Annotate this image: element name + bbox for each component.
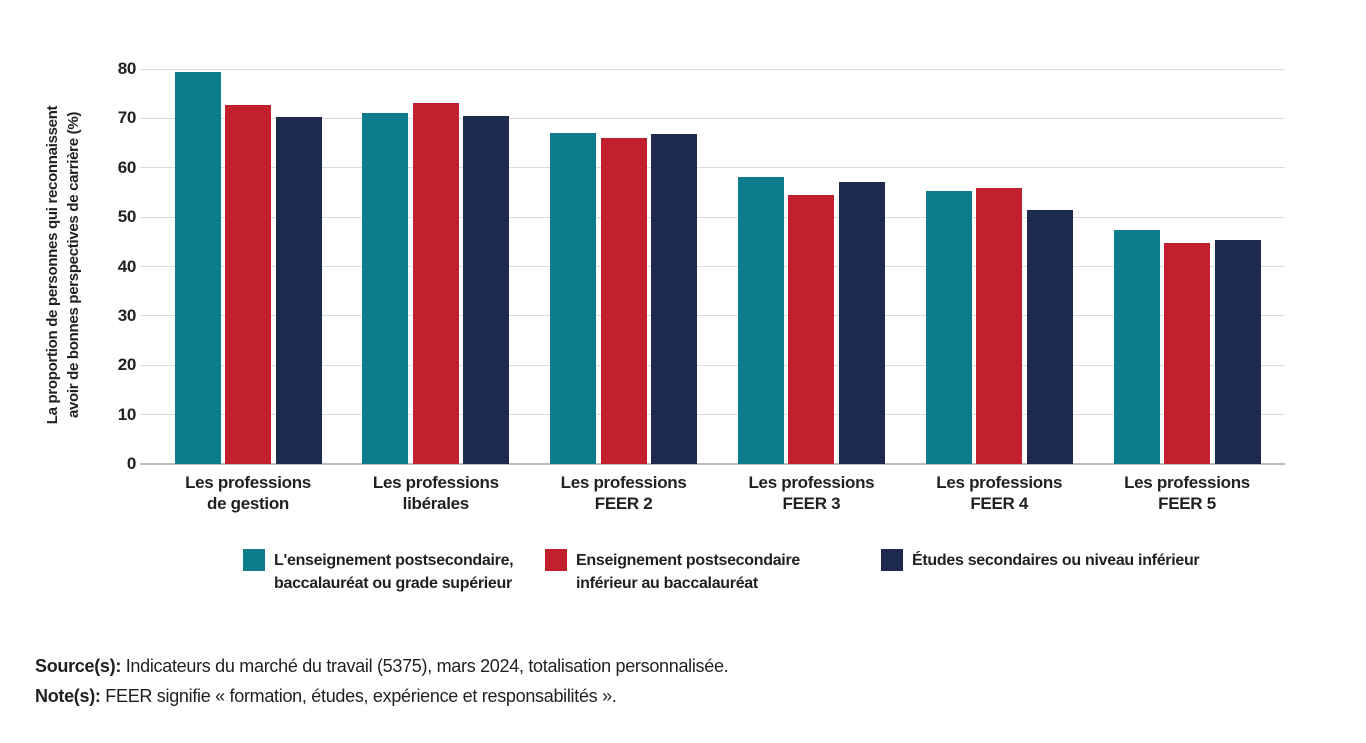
x-category-label-line: de gestion <box>206 494 289 513</box>
legend-label-line: baccalauréat ou grade supérieur <box>274 575 512 592</box>
note-text: FEER signifie « formation, études, expér… <box>100 686 617 706</box>
legend-item-2: Enseignement postsecondaire inférieur au … <box>545 549 800 595</box>
bar-series3-group3 <box>651 134 698 464</box>
x-category-label-line: Les professions <box>560 473 687 492</box>
bar-series2-group5 <box>976 187 1023 464</box>
legend-label-line: inférieur au baccalauréat <box>576 575 758 592</box>
x-category-label-line: FEER 5 <box>1158 494 1216 513</box>
legend-item-1: L'enseignement postsecondaire, baccalauré… <box>243 549 514 595</box>
legend-label: L'enseignement postsecondaire, baccalauré… <box>274 549 514 595</box>
x-category-label-line: Les professions <box>936 473 1063 492</box>
chart-footer: Source(s): Indicateurs du marché du trav… <box>35 651 729 711</box>
source-line: Source(s): Indicateurs du marché du trav… <box>35 651 729 681</box>
plot-area <box>140 68 1285 465</box>
y-tick-label-70: 70 <box>117 108 137 128</box>
gridline-80 <box>140 68 1285 70</box>
bar-series2-group4 <box>788 195 835 464</box>
y-tick-label-40: 40 <box>117 256 137 276</box>
x-category-label-6: Les professions FEER 5 <box>1092 472 1282 514</box>
gridline-10 <box>140 414 1285 416</box>
legend-label-line: L'enseignement postsecondaire, <box>274 552 514 569</box>
x-category-label-line: Les professions <box>748 473 875 492</box>
bar-series1-group3 <box>550 132 597 464</box>
y-tick-label-10: 10 <box>117 404 137 424</box>
y-axis-title-line2: avoir de bonnes perspectives de carrière… <box>65 111 82 419</box>
gridline-60 <box>140 167 1285 169</box>
legend-label: Enseignement postsecondaire inférieur au … <box>576 549 800 595</box>
gridline-70 <box>140 117 1285 119</box>
note-label: Note(s): <box>35 686 101 706</box>
gridline-30 <box>140 315 1285 317</box>
bar-series1-group1 <box>174 71 221 464</box>
gridline-50 <box>140 216 1285 218</box>
y-tick-label-20: 20 <box>117 355 137 375</box>
legend-swatch-icon <box>881 549 903 571</box>
x-category-label-1: Les professions de gestion <box>153 472 343 514</box>
gridline-40 <box>140 266 1285 267</box>
x-category-label-line: Les professions <box>185 473 311 492</box>
x-category-label-5: Les professions FEER 4 <box>904 472 1094 514</box>
bar-series1-group2 <box>362 112 409 464</box>
source-label: Source(s): <box>35 656 122 676</box>
bar-series3-group6 <box>1214 239 1261 464</box>
y-tick-label-50: 50 <box>117 207 137 227</box>
y-tick-label-80: 80 <box>117 59 137 78</box>
x-category-label-2: Les professions libérales <box>341 472 531 514</box>
bar-series3-group5 <box>1026 210 1073 464</box>
bar-series3-group2 <box>463 116 510 464</box>
legend-swatch-icon <box>243 549 265 571</box>
x-category-label-line: Les professions <box>372 473 499 492</box>
bar-series2-group2 <box>412 103 459 464</box>
bar-series2-group3 <box>600 138 647 464</box>
x-category-label-line: FEER 3 <box>782 494 841 513</box>
y-tick-label-60: 60 <box>117 157 137 177</box>
x-category-label-line: FEER 4 <box>970 494 1029 513</box>
x-category-label-line: libérales <box>402 494 470 513</box>
legend-label-line: Enseignement postsecondaire <box>576 552 800 569</box>
legend-item-3: Études secondaires ou niveau inférieur <box>881 549 1200 572</box>
y-axis-title: La proportion de personnes qui reconnais… <box>42 106 84 425</box>
bar-series3-group1 <box>275 116 322 464</box>
x-category-label-4: Les professions FEER 3 <box>716 472 906 514</box>
x-axis-line <box>140 463 1285 465</box>
x-category-label-3: Les professions FEER 2 <box>529 472 719 514</box>
y-tick-label-0: 0 <box>126 454 136 473</box>
x-category-label-line: Les professions <box>1124 473 1250 492</box>
bar-series1-group4 <box>737 177 784 464</box>
bar-series1-group5 <box>925 190 972 464</box>
note-line: Note(s): FEER signifie « formation, étud… <box>35 681 728 711</box>
y-axis-title-line1: La proportion de personnes qui reconnais… <box>44 105 61 425</box>
y-tick-label-30: 30 <box>117 305 137 325</box>
bar-series2-group6 <box>1164 242 1210 464</box>
source-text: Indicateurs du marché du travail (5375),… <box>121 656 729 676</box>
bar-series1-group6 <box>1113 230 1160 464</box>
legend-label: Études secondaires ou niveau inférieur <box>912 549 1200 572</box>
bar-series3-group4 <box>838 181 885 464</box>
gridline-20 <box>140 364 1285 366</box>
legend-label-line: Études secondaires ou niveau inférieur <box>912 552 1200 569</box>
x-category-label-line: FEER 2 <box>594 494 653 513</box>
bar-series2-group1 <box>225 105 271 464</box>
legend-swatch-icon <box>545 549 567 571</box>
